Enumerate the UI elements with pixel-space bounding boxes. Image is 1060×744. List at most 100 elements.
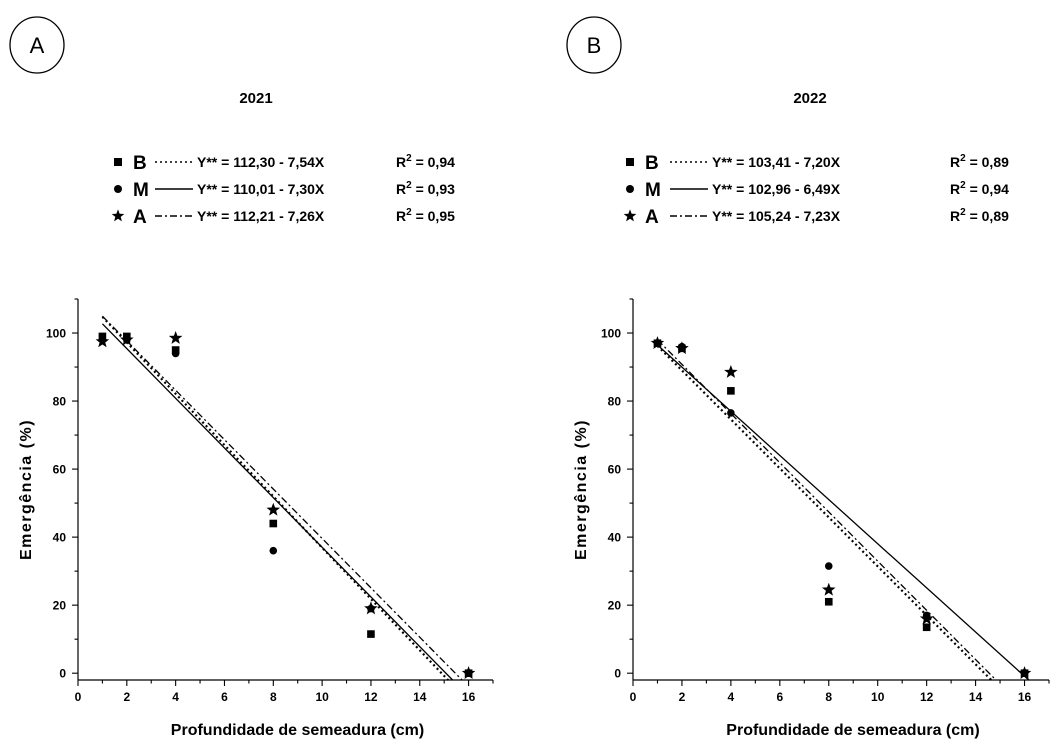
legend-r2-symbol: R: [950, 208, 960, 224]
legend-r2-symbol: R: [950, 181, 960, 197]
panel-label: B: [587, 33, 602, 58]
point-b: [367, 630, 375, 638]
y-tick-label: 100: [46, 327, 66, 341]
y-tick-label: 20: [53, 599, 67, 613]
chart-title: 2022: [793, 90, 826, 107]
point-a: [724, 365, 738, 378]
y-axis-label: Emergência (%): [573, 419, 590, 560]
point-a: [95, 334, 110, 348]
legend-entry: A Y** = 112,21 - 7,26X R2 = 0,95: [111, 207, 455, 228]
legend-series-name: B: [133, 153, 147, 174]
x-tick-label: 10: [315, 690, 329, 704]
point-a: [821, 582, 836, 596]
legend-r2-value: = 0,89: [966, 208, 1009, 224]
y-tick-label: 80: [608, 395, 622, 409]
axes: 0 2 4 6 8 10 12 14 16 0 20 40 60 80 100 Profundidade de…: [18, 298, 494, 739]
legend-r2-symbol: R: [396, 154, 406, 170]
point-m: [727, 409, 735, 417]
legend-equation: Y** = 112,30 - 7,54X: [197, 154, 325, 170]
legend-r2: R2 = 0,89: [950, 207, 1009, 224]
legend-marker-square: [114, 158, 122, 166]
panel-label: A: [30, 33, 45, 58]
legend-equation: Y** = 110,01 - 7,30X: [197, 181, 325, 197]
point-b: [269, 519, 278, 528]
legend-r2: R2 = 0,94: [950, 180, 1009, 197]
legend-r2-exponent: 2: [960, 153, 966, 164]
fit-line-m: [657, 344, 1030, 681]
legend-series-name: M: [645, 180, 661, 201]
fit-line-b: [101, 316, 449, 681]
y-axis-label: Emergência (%): [18, 419, 35, 560]
legend-series-name: B: [645, 153, 659, 174]
point-m: [269, 546, 278, 555]
point-a: [650, 336, 665, 349]
point-a: [364, 601, 378, 615]
legend-r2-exponent: 2: [406, 153, 412, 164]
legend-series-name: A: [645, 207, 659, 228]
legend-marker-square: [626, 158, 634, 166]
y-tick-label: 0: [614, 667, 621, 681]
legend-equation: Y** = 102,96 - 6,49X: [712, 181, 841, 197]
chart-title: 2021: [239, 90, 272, 107]
legend-marker-star: [111, 209, 125, 222]
x-tick-label: 0: [630, 690, 637, 704]
point-m: [171, 349, 180, 358]
point-b: [922, 623, 931, 632]
legend-r2-value: = 0,89: [966, 154, 1009, 170]
fit-line-a: [101, 315, 463, 681]
x-tick-label: 6: [221, 690, 228, 704]
x-tick-label: 0: [75, 690, 82, 704]
point-m: [824, 562, 833, 570]
legend-r2-value: = 0,95: [412, 208, 455, 224]
data-points: [95, 330, 476, 679]
legend-entry: B Y** = 103,41 - 7,20X R2 = 0,89: [626, 153, 1009, 174]
point-a: [675, 341, 689, 355]
legend-equation: Y** = 112,21 - 7,26X: [197, 208, 325, 224]
x-tick-label: 14: [413, 690, 427, 704]
x-axis-label: Profundidade de semeadura (cm): [726, 722, 979, 739]
x-tick-label: 2: [123, 690, 130, 704]
fit-line-b: [656, 345, 993, 681]
legend-marker-circle: [626, 185, 634, 193]
legend-series-name: A: [133, 207, 147, 228]
x-tick-label: 12: [920, 690, 934, 704]
x-tick-label: 6: [776, 690, 783, 704]
point-a: [1017, 666, 1032, 679]
legend-r2: R2 = 0,95: [396, 207, 455, 224]
legend-entry: A Y** = 105,24 - 7,23X R2 = 0,89: [623, 207, 1009, 228]
fit-line-m: [101, 323, 454, 681]
fit-lines: [656, 339, 1030, 681]
x-tick-label: 14: [969, 690, 983, 704]
axes: 0 2 4 6 8 10 12 14 16 0 20 40 60 80 100 Profundidade de…: [573, 298, 1050, 739]
legend: B Y** = 103,41 - 7,20X R2 = 0,89 M Y** = 102…: [623, 153, 1009, 228]
legend-equation: Y** = 105,24 - 7,23X: [712, 208, 841, 224]
point-a: [919, 611, 934, 625]
point-b: [824, 597, 833, 606]
legend-r2-value: = 0,93: [412, 181, 455, 197]
x-tick-label: 12: [364, 690, 378, 704]
x-tick-label: 4: [728, 690, 735, 704]
legend-r2: R2 = 0,89: [950, 153, 1009, 170]
data-points: [650, 336, 1032, 679]
x-tick-label: 8: [825, 690, 832, 704]
chart-panel-b: B 2022 B Y** = 103,41 - 7,20X R2 = 0,89 M Y** …: [566, 16, 1050, 739]
point-a: [120, 332, 134, 346]
x-axis-label: Profundidade de semeadura (cm): [171, 722, 424, 739]
panel-label-circle: [566, 16, 622, 74]
legend-r2-symbol: R: [396, 208, 406, 224]
x-tick-label: 16: [1018, 690, 1032, 704]
legend-r2-symbol: R: [950, 154, 960, 170]
y-tick-label: 100: [601, 327, 621, 341]
point-a: [461, 666, 476, 679]
legend-entry: B Y** = 112,30 - 7,54X R2 = 0,94: [114, 153, 455, 174]
y-tick-label: 0: [59, 667, 66, 681]
x-tick-label: 4: [172, 690, 179, 704]
y-tick-label: 40: [608, 531, 622, 545]
legend-r2-value: = 0,94: [966, 181, 1009, 197]
legend-entry: M Y** = 110,01 - 7,30X R2 = 0,93: [114, 180, 455, 201]
point-a: [168, 330, 183, 344]
legend: B Y** = 112,30 - 7,54X R2 = 0,94M Y** = 110…: [111, 153, 455, 228]
point-b: [727, 387, 735, 395]
panel-label-circle: [9, 16, 65, 74]
